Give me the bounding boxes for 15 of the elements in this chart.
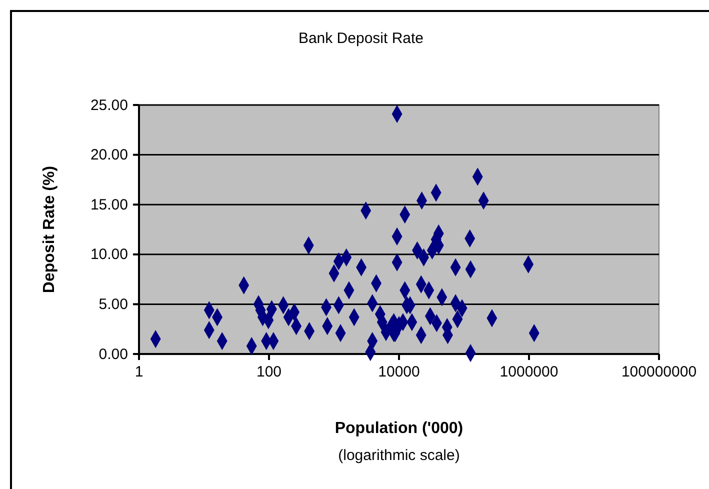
y-tick-label: 0.00 — [98, 346, 128, 363]
chart-title: Bank Deposit Rate — [298, 30, 424, 47]
y-axis-title: Deposit Rate (%) — [41, 166, 58, 294]
y-tick-label: 20.00 — [90, 146, 128, 164]
x-tick-label: 10000 — [378, 364, 420, 380]
y-tick-label: 25.00 — [90, 96, 128, 114]
text: (logarithmic scale) — [338, 447, 460, 464]
x-axis-title: Population ('000) — [334, 420, 464, 437]
x-tick-label: 100000000 — [621, 364, 697, 380]
x-tick-label: 1 — [134, 364, 144, 380]
x-tick-label: 100 — [256, 364, 282, 380]
y-tick-label: 15.00 — [90, 196, 128, 214]
x-tick-label: 1000000 — [500, 364, 558, 380]
y-tick-label: 10.00 — [90, 246, 128, 264]
y-tick-label: 5.00 — [98, 296, 128, 313]
